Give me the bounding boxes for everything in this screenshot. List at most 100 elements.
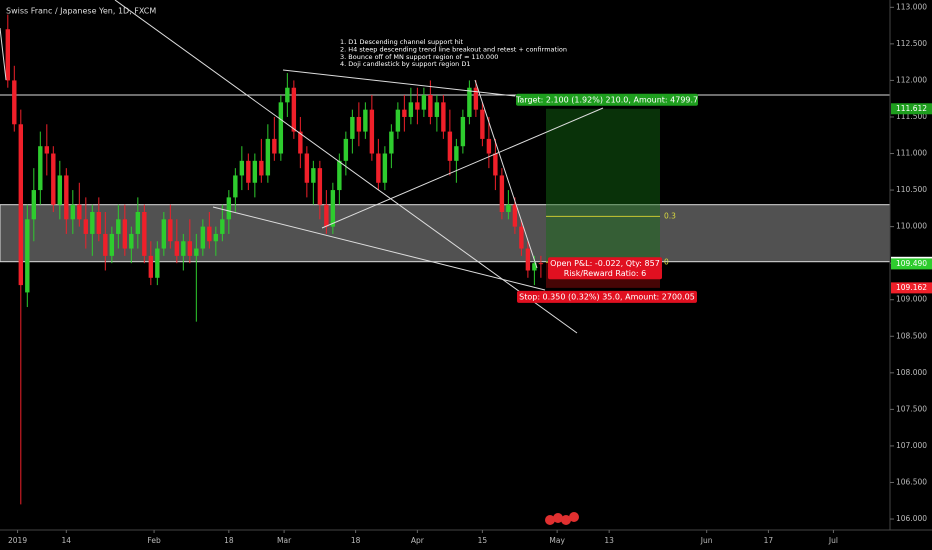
trend-line [321,107,604,229]
x-tick-label: 18 [351,536,361,545]
target-label-box [516,93,698,106]
x-tick-label: 13 [604,536,614,545]
candle-body [441,102,446,132]
candle-body [57,175,63,205]
candle-body [467,87,472,117]
candle-body [447,131,453,161]
candle-body [486,138,492,154]
candle-body [460,116,466,147]
annotation: 3. Bounce off of MN support region of ≈ … [340,53,498,61]
price-label: 111.612 [896,104,927,113]
candle-body [226,197,232,220]
candle-body [402,109,407,117]
candle-body [161,219,167,249]
candle-body [207,226,212,242]
candle-body [356,116,362,132]
candle-body [129,233,134,249]
y-tick-label: 106.500 [896,477,927,486]
candle-body [343,138,349,161]
drawings [0,0,604,334]
candle-body [155,248,160,278]
candle-body [473,87,479,110]
annotation: 2. H4 steep descending trend line breako… [340,45,567,53]
y-tick-label: 108.500 [896,331,927,340]
candle-body [311,168,316,183]
candle-body [239,160,245,176]
x-tick-label: 17 [764,536,774,545]
candle-body [135,212,141,234]
candle-body [187,241,193,256]
y-tick-label: 111.500 [896,112,927,121]
candle-body [434,102,440,117]
candle-body [265,138,271,176]
x-tick-label: May [549,536,565,545]
y-tick-label: 112.000 [896,75,927,84]
candle-body [428,95,433,117]
candle-body [116,219,121,234]
candle-body [174,241,180,256]
candle-body [519,226,524,249]
candle-body [493,153,498,176]
candle-body [51,153,56,205]
price-label-box [891,282,932,294]
candle-body [18,124,24,286]
candle-body [395,109,401,132]
price-label: 109.490 [896,259,927,268]
price-label-box [891,103,932,115]
stop-label: Stop: 0.350 (0.32%) 35.0, Amount: 2700.0… [519,292,695,301]
candle-body [103,233,108,256]
y-tick-label: 107.500 [896,404,927,413]
candle-body [291,87,297,132]
candle-body [194,248,199,256]
candle-body [480,109,485,139]
candle-body [220,219,225,234]
candle-body [408,102,414,117]
candle-body [12,80,17,125]
event-icons [545,512,579,525]
x-tick-label: 2019 [8,536,27,545]
support-zone [0,204,891,263]
candle-body [304,153,310,183]
annotation: 1. D1 Descending channel support hit [340,38,464,46]
candle-body [96,212,102,234]
candle-body [246,160,251,183]
y-tick-label: 113.000 [896,2,927,11]
y-tick-label: 109.000 [896,295,927,304]
candle-body [415,102,420,110]
candle-body [330,190,336,227]
candle-body [506,204,511,212]
candle-body [369,109,375,154]
rr-label-box [548,267,662,280]
candle-body [38,146,43,191]
price-label: 109.162 [896,283,927,292]
candle-body [122,219,128,249]
candle-body [64,175,69,220]
target-label: Target: 2.100 (1.92%) 210.0, Amount: 479… [515,95,698,104]
x-tick-label: Mar [277,536,292,545]
candle-body [200,226,206,249]
candle-body [109,233,115,256]
candle-body [512,204,518,227]
candle-body [532,263,537,271]
candle-body [376,153,381,183]
x-tick-label: Jun [700,536,713,545]
trend-line [0,27,7,81]
candle-body [233,175,238,198]
pnl-label: Open P&L: -0.022, Qty: 857 [550,259,660,268]
trend-line [212,206,546,291]
annotation: 4. Doji candlestick by support region D1 [340,60,471,68]
x-tick-label: Jul [828,536,838,545]
candle-body [259,160,264,176]
candle-body [421,95,427,110]
y-tick-label: 108.000 [896,368,927,377]
y-tick-label: 107.000 [896,441,927,450]
candle-body [337,160,342,191]
candle-body [181,241,186,256]
rr-label: Risk/Reward Ratio: 6 [564,269,646,278]
candle-body [278,102,284,154]
y-tick-label: 112.500 [896,39,927,48]
candle-body [70,204,76,220]
pnl-label-box [548,257,662,270]
candle-body [213,233,219,242]
